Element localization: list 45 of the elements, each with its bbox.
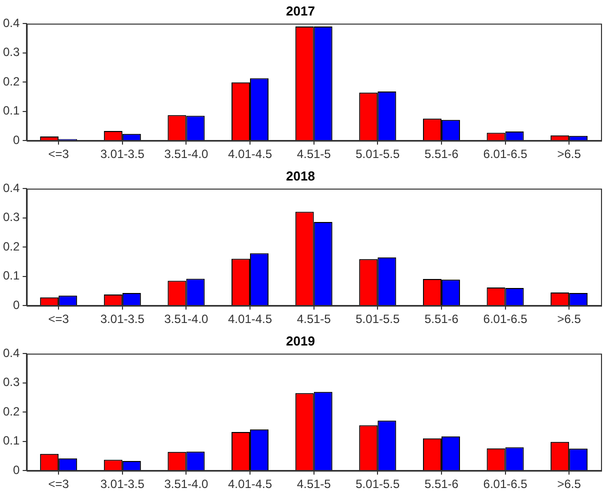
chart-title: 2018 xyxy=(286,168,315,184)
x-tick-label: 3.01-3.5 xyxy=(100,147,145,162)
x-tick-label: >6.5 xyxy=(557,312,582,326)
y-tick-label: 0.2 xyxy=(2,404,20,418)
x-tick-label: <=3 xyxy=(48,312,70,326)
x-tick-label: 6.01-6.5 xyxy=(483,147,528,162)
y-tick-label: 0.3 xyxy=(2,45,20,60)
x-tick-label: 4.01-4.5 xyxy=(228,477,272,492)
x-tick-label: 3.51-4.0 xyxy=(164,477,209,492)
x-tick-label: <=3 xyxy=(48,477,70,492)
x-tick-label: 6.01-6.5 xyxy=(483,477,528,492)
y-tick-label: 0.1 xyxy=(2,104,20,118)
x-tick-label: 4.01-4.5 xyxy=(228,312,272,326)
x-tick-label: 4.51-5 xyxy=(296,477,332,492)
y-tick-label: 0.1 xyxy=(2,434,20,448)
y-tick-label: 0.2 xyxy=(2,239,20,254)
y-tick-label: 0.3 xyxy=(2,210,20,224)
x-tick-label: 5.01-5.5 xyxy=(356,147,400,162)
x-tick-label: 3.51-4.0 xyxy=(164,312,209,326)
y-tick-label: 0.1 xyxy=(2,268,20,283)
y-tick-label: 0.2 xyxy=(2,74,20,88)
chart-title: 2019 xyxy=(286,333,315,348)
x-tick-label: 5.51-6 xyxy=(424,147,459,162)
chart-title: 2017 xyxy=(286,3,315,18)
x-tick-label: 3.51-4.0 xyxy=(164,147,209,162)
x-tick-label: 4.01-4.5 xyxy=(228,147,272,162)
y-tick-label: 0 xyxy=(12,462,20,477)
y-tick-label: 0.4 xyxy=(2,180,20,195)
x-tick-label: 3.01-3.5 xyxy=(100,477,145,492)
x-tick-label: <=3 xyxy=(48,147,70,162)
x-tick-label: 4.51-5 xyxy=(296,147,332,162)
x-tick-label: 4.51-5 xyxy=(296,312,332,326)
x-tick-label: 5.01-5.5 xyxy=(356,312,400,326)
y-tick-label: 0.4 xyxy=(2,346,20,360)
x-tick-label: 3.01-3.5 xyxy=(100,312,145,326)
y-tick-label: 0 xyxy=(12,298,20,312)
x-tick-label: >6.5 xyxy=(557,477,582,492)
y-tick-label: 0 xyxy=(12,132,20,147)
x-tick-label: 6.01-6.5 xyxy=(483,312,528,326)
x-tick-label: 5.01-5.5 xyxy=(356,477,400,492)
y-tick-label: 0.3 xyxy=(2,375,20,390)
x-tick-label: >6.5 xyxy=(557,147,582,162)
y-tick-label: 0.4 xyxy=(2,16,20,30)
x-tick-label: 5.51-6 xyxy=(424,312,459,326)
x-tick-label: 5.51-6 xyxy=(424,477,459,492)
